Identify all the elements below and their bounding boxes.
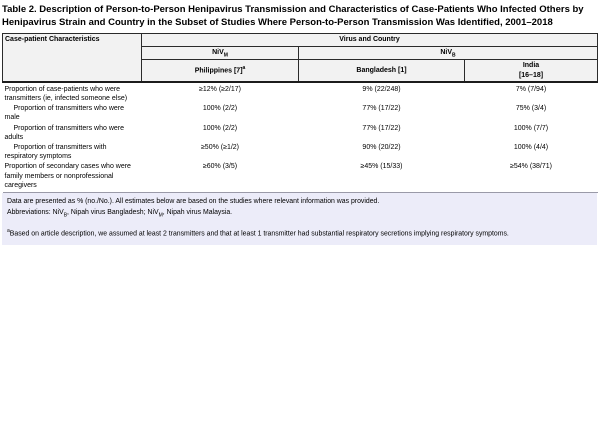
- bangladesh-value: ≥45% (15/33): [298, 161, 465, 194]
- table-row: Proportion of transmitters who were male…: [2, 103, 598, 123]
- strain-nivm-sub: M: [223, 51, 228, 58]
- table-row: Proportion of transmitters who were adul…: [2, 122, 598, 143]
- strain-nivm-base: NiV: [212, 48, 224, 56]
- bangladesh-column-header: Bangladesh [1]: [298, 59, 465, 83]
- footnote-section: Data are presented as % (no./No.). All e…: [2, 193, 597, 246]
- footnote-a-text: Based on article description, we assumed…: [9, 230, 509, 238]
- footnote-spacer: [7, 219, 592, 228]
- india-column-header: India [16–18]: [463, 59, 599, 83]
- abbrev-sub-m: M: [158, 211, 163, 218]
- corner-header: Case-patient Characteristics: [2, 33, 142, 83]
- strain-nivb-sub: B: [452, 51, 456, 58]
- india-value: 100% (4/4): [464, 142, 598, 162]
- bangladesh-value: 9% (22/248): [298, 81, 465, 104]
- india-value: 75% (3/4): [464, 103, 598, 123]
- philippines-column-header: Philippines [7]a: [141, 59, 299, 83]
- header-row-strain: NiVM NiVB: [3, 45, 599, 61]
- footnote-abbreviations: Abbreviations: NiVB, Nipah virus Banglad…: [7, 208, 592, 220]
- strain-nivm-header: NiVM: [141, 45, 299, 61]
- abbrev-part1: Abbreviations: NiV: [7, 208, 64, 216]
- philippines-value: 100% (2/2): [141, 103, 299, 123]
- bangladesh-value: 77% (17/22): [298, 103, 465, 123]
- table-header: Case-patient Characteristics Virus and C…: [2, 33, 599, 83]
- row-label: Proportion of secondary cases who were f…: [2, 161, 142, 194]
- philippines-value: ≥60% (3/5): [141, 161, 299, 194]
- abbrev-part3: , Nipah virus Malaysia.: [162, 208, 233, 216]
- row-label: Proportion of case-patients who were tra…: [2, 81, 142, 104]
- philippines-value: ≥12% (≥2/17): [141, 81, 299, 104]
- row-label: Proportion of transmitters who were male: [2, 103, 142, 123]
- strain-nivb-base: NiV: [440, 48, 453, 56]
- table-title: Table 2. Description of Person-to-Person…: [2, 4, 584, 28]
- table-row: Proportion of case-patients who were tra…: [2, 81, 598, 104]
- philippines-value: 100% (2/2): [141, 122, 299, 143]
- table-body: Proportion of case-patients who were tra…: [2, 81, 598, 194]
- india-value: 100% (7/7): [464, 122, 598, 143]
- india-value: 7% (7/94): [464, 81, 598, 104]
- philippines-label: Philippines [7]: [194, 67, 243, 75]
- india-label-line2: [16–18]: [518, 71, 544, 79]
- india-value: ≥54% (38/71): [464, 161, 598, 194]
- footnote-a: aBased on article description, we assume…: [7, 228, 592, 240]
- row-label: Proportion of transmitters with respirat…: [2, 142, 142, 162]
- footnote-a-marker: a: [7, 228, 10, 235]
- table-row: Proportion of secondary cases who were f…: [2, 161, 598, 194]
- data-table: Case-patient Characteristics Virus and C…: [2, 33, 599, 194]
- row-label: Proportion of transmitters who were adul…: [2, 122, 142, 143]
- abbrev-part2: , Nipah virus Bangladesh; NiV: [67, 208, 159, 216]
- philippines-value: ≥50% (≥1/2): [141, 142, 299, 162]
- virus-country-header: Virus and Country: [140, 33, 599, 47]
- header-row-country: Philippines [7]a Bangladesh [1] India [16…: [3, 59, 599, 83]
- table-row: Proportion of transmitters with respirat…: [2, 142, 598, 162]
- strain-nivb-header: NiVB: [297, 45, 599, 61]
- header-row-group: Case-patient Characteristics Virus and C…: [2, 33, 599, 83]
- philippines-footnote-marker: a: [242, 65, 246, 72]
- bangladesh-value: 90% (20/22): [298, 142, 465, 162]
- footnote-presentation: Data are presented as % (no./No.). All e…: [7, 198, 380, 206]
- bangladesh-value: 77% (17/22): [298, 122, 465, 143]
- abbrev-sub-b: B: [63, 211, 68, 218]
- india-label-line1: India: [522, 62, 540, 70]
